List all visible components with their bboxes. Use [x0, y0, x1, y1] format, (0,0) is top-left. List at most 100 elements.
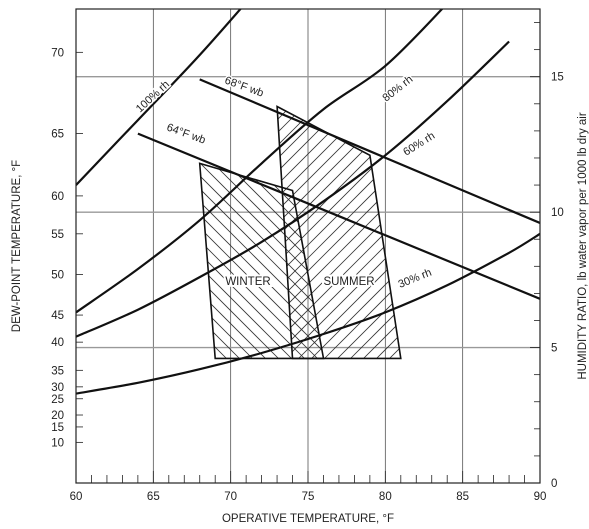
hatch-line [0, 0, 46, 529]
hatch-line [199, 163, 324, 359]
x-tick-label: 65 [147, 491, 160, 503]
hatch-line [199, 163, 229, 359]
curve-64-f-wb [137, 132, 540, 300]
hatch-line [199, 163, 324, 359]
hatch-line [277, 106, 401, 359]
hatch-line [277, 106, 385, 359]
y-left-tick-label: 55 [51, 229, 64, 241]
hatch-line [0, 0, 215, 529]
hatch-line [199, 163, 324, 359]
hatch-line [244, 163, 324, 359]
hatch-line [453, 0, 589, 529]
hatch-line [199, 163, 320, 359]
y-right-tick-label: 15 [551, 72, 564, 84]
hatch-line [277, 106, 401, 359]
hatch-line [427, 0, 589, 529]
hatch-line [199, 163, 324, 359]
hatch-line [277, 106, 401, 359]
hatch-line [277, 106, 401, 359]
curve-label: 68°F wb [223, 75, 265, 100]
hatch-line [199, 163, 324, 359]
hatch-line [277, 106, 401, 359]
hatch-line [277, 106, 401, 359]
hatch-line [0, 0, 189, 529]
hatch-line [199, 163, 324, 359]
y-left-tick-label: 20 [51, 410, 64, 422]
x-tick-label: 85 [456, 491, 469, 503]
hatch-line [277, 106, 401, 359]
y-left-tick-label: 40 [51, 337, 64, 349]
hatch-line [199, 163, 324, 359]
hatch-line [277, 106, 401, 359]
hatch-line [0, 0, 46, 529]
y-right-tick-label: 5 [551, 343, 557, 355]
curve-60-rh [76, 40, 510, 338]
hatch-line [199, 163, 216, 359]
hatch-line [453, 0, 589, 529]
hatch-line [0, 0, 228, 529]
hatch-line [0, 0, 59, 529]
axis-layer: 60 65 70 75 80 85 9005101510152025303540455055… [51, 22, 564, 503]
hatch-line [199, 163, 203, 359]
curves-clip-group [76, 9, 540, 395]
y-left-tick-label: 60 [51, 191, 64, 203]
hatch-line [0, 0, 189, 529]
hatch-line [199, 163, 255, 359]
hatch-line [277, 106, 333, 359]
hatch-line [277, 106, 401, 359]
hatch-line [199, 163, 324, 359]
zone-layer [198, 105, 402, 360]
hatch-line [199, 163, 324, 359]
hatch-line [199, 163, 324, 359]
hatch-line [199, 163, 324, 359]
hatch-line [199, 163, 324, 359]
hatch-line [277, 106, 401, 359]
hatch-line [199, 163, 324, 359]
hatch-line [0, 0, 59, 529]
curve-30-rh [76, 232, 540, 395]
hatch-line [277, 106, 401, 359]
hatch-line [277, 106, 401, 359]
y-axis-left-title: DEW-POINT TEMPERATURE, °F [11, 160, 23, 332]
hatch-line [277, 106, 398, 359]
x-axis-title: OPERATIVE TEMPERATURE, °F [222, 513, 394, 525]
y-left-tick-label: 30 [51, 382, 64, 394]
hatch-line [0, 0, 176, 529]
hatch-line [0, 0, 7, 529]
curve-label: 64°F wb [165, 122, 207, 147]
y-left-tick-label: 25 [51, 394, 64, 406]
hatch-line [0, 0, 241, 529]
hatch-line [283, 106, 401, 359]
hatch-line [199, 163, 324, 359]
x-tick-label: 90 [534, 491, 547, 503]
hatch-line [277, 106, 401, 359]
hatch-line [199, 163, 242, 359]
hatch-line [0, 0, 7, 529]
hatch-line [0, 0, 163, 529]
hatch-line [283, 163, 324, 359]
curve-label: 60% rh [401, 130, 437, 159]
y-axis-right-title: HUMIDITY RATIO, lb water vapor per 1000 … [577, 112, 589, 380]
x-tick-label: 60 [70, 491, 83, 503]
x-tick-label: 75 [302, 491, 315, 503]
hatch-line [466, 0, 589, 529]
hatch-line [199, 163, 324, 359]
curve-68-f-wb [199, 78, 540, 225]
y-left-tick-label: 35 [51, 365, 64, 377]
hatch-line [199, 163, 324, 359]
hatch-line [479, 0, 589, 529]
y-left-tick-label: 65 [51, 129, 64, 141]
zone-label-winter: WINTER [225, 276, 270, 288]
y-left-tick-label: 15 [51, 422, 64, 434]
hatch-line [309, 163, 324, 359]
hatch-line [277, 106, 401, 359]
curve-layer [76, 9, 540, 395]
zone-label-summer: SUMMER [323, 276, 374, 288]
hatch-line [277, 106, 401, 359]
hatch-line [277, 106, 401, 359]
y-left-tick-label: 50 [51, 269, 64, 281]
hatch-line [427, 0, 589, 529]
